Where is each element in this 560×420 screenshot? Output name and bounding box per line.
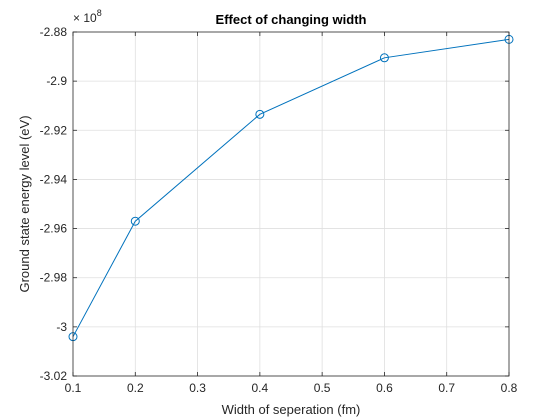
x-tick-label: 0.2 (127, 381, 144, 395)
y-tick-label: -3 (56, 320, 67, 334)
data-point (255, 109, 265, 119)
grid-lines (73, 32, 509, 376)
x-tick-label: 0.4 (252, 381, 269, 395)
y-exponent-power: 8 (97, 8, 102, 18)
y-exponent-label: × 108 (73, 8, 102, 25)
y-tick-label: -2.92 (40, 123, 68, 137)
series-layer (68, 34, 514, 342)
y-exponent-base: × 10 (73, 11, 97, 25)
plot-area (73, 32, 509, 376)
x-tick-label: 0.7 (438, 381, 455, 395)
plot-border (72, 31, 510, 377)
y-tick-label: -2.88 (40, 25, 68, 39)
y-tick-label: -2.94 (40, 172, 68, 186)
data-point (130, 216, 140, 226)
axis-ticks: 0.1 0.2 0.3 0.4 0.5 0.6 0.7 0.8 -3.02 -3 -2.98 -2.9… (40, 25, 518, 395)
y-tick-label: -3.02 (40, 369, 68, 383)
series-line (72, 38, 510, 337)
x-tick-label: 0.8 (501, 381, 518, 395)
x-tick-label: 0.6 (376, 381, 393, 395)
data-point (379, 53, 389, 63)
x-axis-label: Width of seperation (fm) (222, 402, 361, 417)
y-tick-label: -2.98 (40, 271, 68, 285)
x-tick-label: 0.1 (65, 381, 82, 395)
x-tick-label: 0.3 (189, 381, 206, 395)
y-axis-label: Ground state energy level (eV) (17, 115, 32, 292)
y-tick-label: -2.96 (40, 222, 68, 236)
x-tick-label: 0.5 (314, 381, 331, 395)
chart-title: Effect of changing width (216, 12, 367, 27)
y-tick-label: -2.9 (46, 74, 67, 88)
